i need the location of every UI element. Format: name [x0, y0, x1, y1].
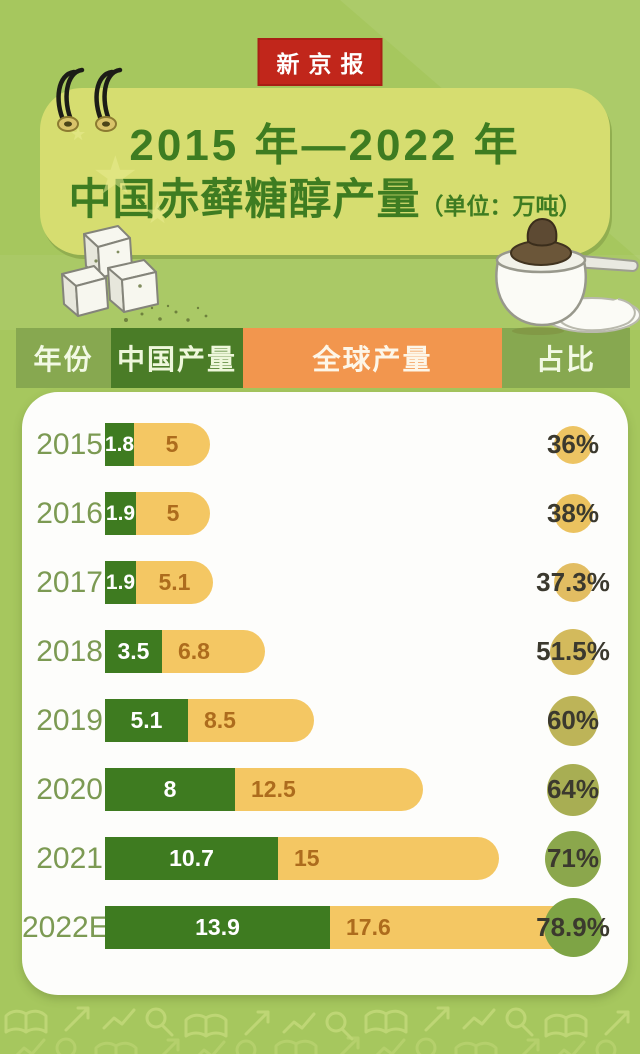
title-subject-text: 中国赤藓糖醇产量: [68, 175, 421, 224]
share-percent-label: 38%: [546, 498, 600, 528]
share-percent-label: 36%: [546, 429, 600, 459]
year-label: 2016: [36, 497, 103, 530]
production-bar: 1.9 5: [105, 492, 210, 535]
page-title-years: 2015 年—2022 年: [129, 120, 521, 170]
star-decoration: ★: [144, 197, 171, 230]
column-header-year: 年份: [16, 328, 111, 388]
doodle-pattern: [0, 1006, 640, 1054]
global-production-value: 17.6: [346, 914, 391, 940]
year-label: 2018: [36, 635, 103, 668]
production-bar: 8 12.5: [105, 768, 423, 811]
year-label: 2020: [36, 773, 103, 806]
year-label: 2021: [36, 842, 103, 875]
table-row: 2016 1.9 5 38%: [22, 479, 628, 548]
production-bar: 1.9 5.1: [105, 561, 213, 604]
production-bar: 3.5 6.8: [105, 630, 265, 673]
year-label: 2017: [36, 566, 103, 599]
global-production-segment: 5: [134, 423, 210, 466]
global-production-value: 6.8: [178, 638, 210, 664]
table-row: 2017 1.9 5.1 37.3%: [22, 548, 628, 617]
column-header-global: 全球产量: [243, 328, 502, 388]
china-production-segment: 8: [105, 768, 235, 811]
production-bar: 1.8 5: [105, 423, 210, 466]
data-card: 2015 1.8 5 36% 2016 1.9 5 38% 2017 1.9 5…: [22, 392, 628, 995]
share-percent-label: 51.5%: [536, 636, 610, 666]
global-production-value: 5.1: [158, 569, 191, 595]
binder-rings-icon: [56, 67, 123, 132]
year-label: 2019: [36, 704, 103, 737]
global-production-value: 8.5: [204, 707, 236, 733]
share-circle: [550, 628, 596, 675]
table-row: 2020 8 12.5 64%: [22, 755, 628, 824]
china-production-segment: 1.9: [105, 561, 136, 604]
table-row: 2015 1.8 5 36%: [22, 410, 628, 479]
share-percent-label: 71%: [546, 843, 600, 873]
share-circle: [554, 425, 592, 464]
share-circle: [547, 763, 599, 816]
table-row: 2019 5.1 8.5 60%: [22, 686, 628, 755]
global-production-segment: 5.1: [136, 561, 213, 604]
share-percent-label: 37.3%: [536, 567, 610, 597]
china-production-segment: 3.5: [105, 630, 162, 673]
global-production-value: 5: [166, 500, 180, 526]
masthead-badge: 新京报: [257, 38, 383, 86]
china-production-segment: 5.1: [105, 699, 188, 742]
global-production-segment: 5: [136, 492, 210, 535]
global-production-value: 15: [294, 845, 320, 871]
share-percent-label: 64%: [546, 774, 600, 804]
column-header-share: 占比: [502, 328, 630, 388]
production-bar: 10.7 15: [105, 837, 499, 880]
star-decoration: ★: [92, 147, 139, 205]
table-row: 2021 10.7 15 71%: [22, 824, 628, 893]
china-production-segment: 10.7: [105, 837, 278, 880]
share-circle: [545, 830, 601, 887]
share-circle: [543, 898, 603, 957]
year-label: 2015: [36, 428, 103, 461]
global-production-value: 12.5: [251, 776, 296, 802]
share-circle: [548, 695, 598, 746]
global-production-segment: 6.8: [162, 630, 265, 673]
global-production-segment: 12.5: [235, 768, 423, 811]
share-circle: [553, 563, 593, 602]
sugar-pot-illustration: [495, 217, 640, 335]
share-circle: [553, 494, 593, 533]
china-production-segment: 1.8: [105, 423, 134, 466]
china-production-segment: 1.9: [105, 492, 136, 535]
global-production-segment: 15: [278, 837, 499, 880]
unit-note: （单位：万吨）: [420, 192, 582, 219]
production-bar: 5.1 8.5: [105, 699, 314, 742]
table-row: 2018 3.5 6.8 51.5%: [22, 617, 628, 686]
column-header-china: 中国产量: [111, 328, 243, 388]
table-header: 年份 中国产量 全球产量 占比: [16, 328, 630, 388]
global-production-segment: 8.5: [188, 699, 314, 742]
year-label: 2022E: [22, 911, 109, 944]
china-production-segment: 13.9: [105, 906, 330, 949]
share-percent-label: 60%: [546, 705, 600, 735]
share-percent-label: 78.9%: [536, 912, 610, 942]
title-card: ★ ★ ★ 2015 年—2022 年 中国赤藓糖醇产量（单位：万吨）: [40, 88, 610, 255]
table-row: 2022E 13.9 17.6 78.9%: [22, 893, 628, 962]
global-production-value: 5: [165, 431, 179, 457]
page-title-subject: 中国赤藓糖醇产量（单位：万吨）: [69, 173, 582, 233]
sugar-cubes-illustration: [61, 225, 208, 322]
